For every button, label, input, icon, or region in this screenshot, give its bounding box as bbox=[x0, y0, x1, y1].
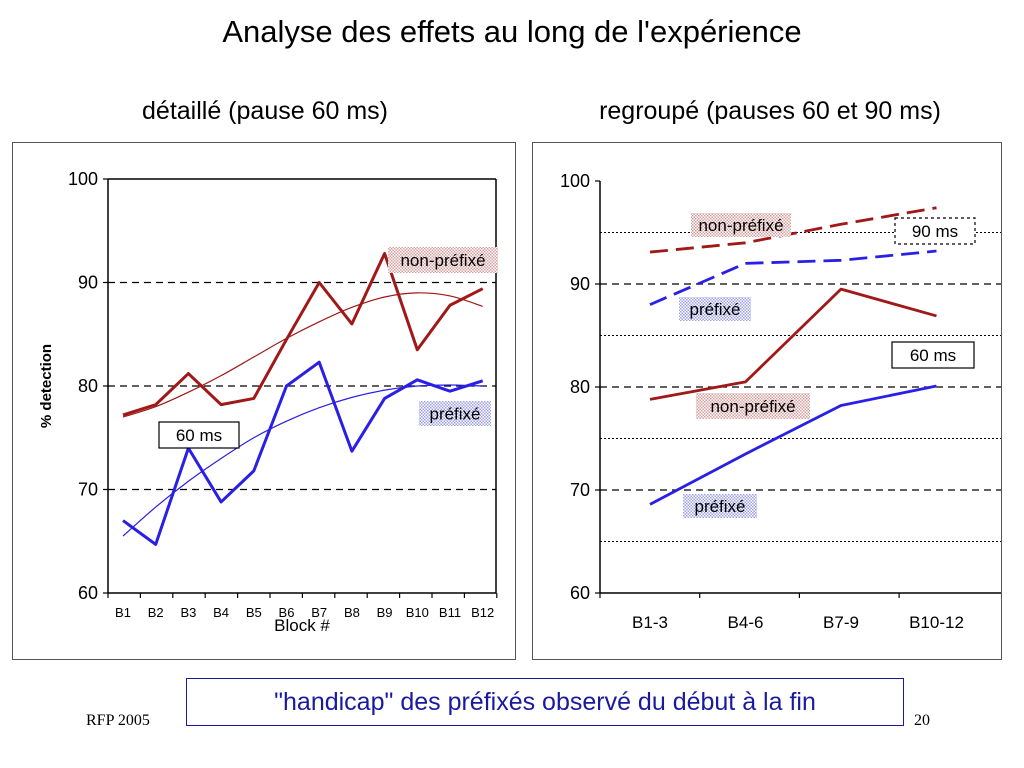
y-tick-label: 100 bbox=[560, 171, 590, 191]
y-tick-label: 100 bbox=[68, 169, 98, 189]
y-axis-label: % detection bbox=[38, 344, 55, 428]
chart-detaille-svg: 60 70 80 90 100 B1 B2 B3 B4 B5 B6 B7 B8 B9 B10 B11 B12 Bl… bbox=[38, 169, 498, 635]
x-tick-label: B7 bbox=[311, 605, 327, 620]
x-tick-label: B7-9 bbox=[823, 613, 859, 632]
x-tick-label: B10-12 bbox=[909, 613, 964, 632]
y-tick-label: 80 bbox=[78, 376, 98, 396]
annotation-label: préfixé bbox=[689, 300, 740, 319]
annotation-label: préfixé bbox=[429, 405, 480, 424]
annotation-box bbox=[158, 421, 240, 449]
series-line bbox=[649, 206, 937, 254]
chart-regroupe: 60 70 80 90 100 B1-3 B4-6 B7-9 B10-12 non-préfixé… bbox=[532, 142, 1002, 660]
x-tick-label: B4-6 bbox=[728, 613, 764, 632]
annotation-label: 90 ms bbox=[912, 222, 958, 241]
series-line bbox=[649, 384, 937, 506]
x-tick-label: B6 bbox=[279, 605, 295, 620]
y-tick-label: 60 bbox=[570, 583, 590, 603]
slide-title: Analyse des effets au long de l'expérien… bbox=[222, 14, 802, 49]
series-line bbox=[649, 287, 937, 401]
chart-right-title: regroupé (pauses 60 et 90 ms) bbox=[599, 97, 941, 125]
y-tick-label: 90 bbox=[570, 274, 590, 294]
annotation-label: non-préfixé bbox=[710, 397, 795, 416]
x-tick-label: B9 bbox=[377, 605, 393, 620]
annotation-box bbox=[894, 217, 976, 245]
x-tick-label: B3 bbox=[180, 605, 196, 620]
annotation-label: préfixé bbox=[694, 497, 745, 516]
annotation-label: 60 ms bbox=[176, 426, 222, 445]
annotation-box bbox=[419, 401, 491, 426]
chart-left-title: détaillé (pause 60 ms) bbox=[142, 97, 388, 125]
y-tick-label: 70 bbox=[78, 480, 98, 500]
x-axis-label: Block # bbox=[274, 616, 330, 635]
trend-line bbox=[122, 292, 483, 418]
annotation-label: 60 ms bbox=[910, 346, 956, 365]
y-tick-label: 80 bbox=[570, 377, 590, 397]
annotation-box bbox=[696, 393, 810, 419]
annotation-label: non-préfixé bbox=[400, 251, 485, 270]
annotation-label: non-préfixé bbox=[698, 216, 783, 235]
x-tick-label: B12 bbox=[471, 605, 494, 620]
chart-detaille: 60 70 80 90 100 B1 B2 B3 B4 B5 B6 B7 B8 B9 B10 B11 B12 Bl… bbox=[12, 142, 516, 660]
x-tick-label: B10 bbox=[406, 605, 429, 620]
series-line bbox=[649, 249, 937, 306]
trend-line bbox=[122, 384, 483, 537]
footer-label: RFP 2005 bbox=[86, 712, 150, 729]
y-tick-label: 70 bbox=[570, 480, 590, 500]
series-line bbox=[122, 252, 484, 417]
annotation-box bbox=[691, 213, 791, 237]
annotation-box bbox=[388, 247, 498, 273]
y-tick-label: 60 bbox=[78, 583, 98, 603]
series-line bbox=[122, 360, 484, 546]
x-tick-label: B5 bbox=[246, 605, 262, 620]
x-tick-label: B2 bbox=[148, 605, 164, 620]
annotation-box bbox=[891, 341, 975, 369]
x-tick-label: B1-3 bbox=[632, 613, 668, 632]
y-tick-label: 90 bbox=[78, 273, 98, 293]
x-tick-label: B1 bbox=[115, 605, 131, 620]
annotation-box bbox=[683, 494, 757, 518]
handicap-callout: "handicap" des préfixés observé du début… bbox=[186, 678, 904, 726]
page-number: 20 bbox=[914, 712, 930, 729]
chart-regroupe-svg: 60 70 80 90 100 B1-3 B4-6 B7-9 B10-12 non-préfixé… bbox=[560, 171, 1001, 632]
annotation-box bbox=[679, 297, 751, 321]
x-tick-label: B4 bbox=[213, 605, 229, 620]
x-tick-label: B11 bbox=[439, 605, 461, 620]
x-tick-label: B8 bbox=[344, 605, 360, 620]
